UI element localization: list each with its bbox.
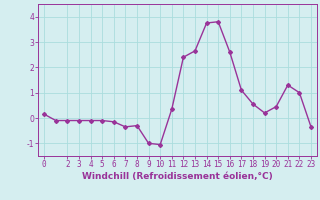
X-axis label: Windchill (Refroidissement éolien,°C): Windchill (Refroidissement éolien,°C) bbox=[82, 172, 273, 181]
